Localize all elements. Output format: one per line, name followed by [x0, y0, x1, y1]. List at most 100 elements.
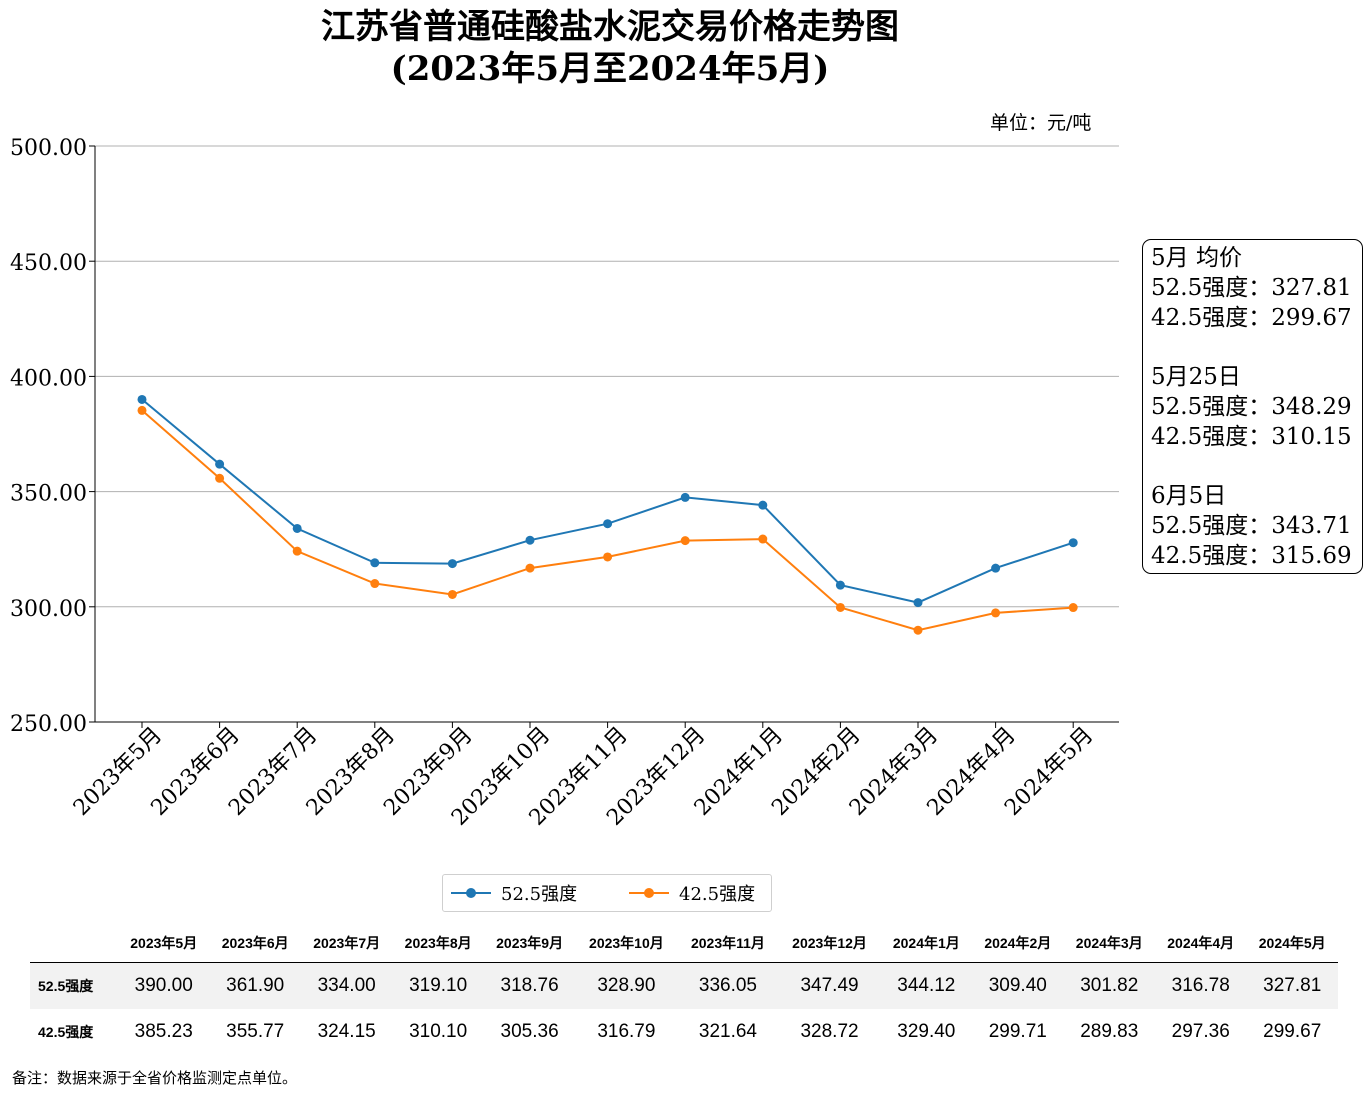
table-header: 2024年3月	[1063, 924, 1155, 963]
y-tick-label: 400.00	[10, 366, 87, 391]
legend-item-525: 52.5强度	[451, 875, 577, 911]
table-cell: 324.15	[300, 1009, 393, 1055]
table-row: 52.5强度 390.00 361.90 334.00 319.10 318.7…	[30, 962, 1338, 1009]
y-tick-label: 250.00	[10, 712, 87, 737]
table-header-row: 2023年5月 2023年6月 2023年7月 2023年8月 2023年9月 …	[30, 924, 1338, 963]
footnote: 备注：数据来源于全省价格监测定点单位。	[12, 1069, 298, 1087]
table-cell: 385.23	[118, 1009, 210, 1055]
data-point	[835, 580, 845, 590]
table-cell: 390.00	[118, 962, 210, 1009]
table-cell: 297.36	[1154, 1009, 1247, 1055]
data-table: 2023年5月 2023年6月 2023年7月 2023年8月 2023年9月 …	[30, 924, 1338, 1055]
table-cell: 344.12	[880, 962, 973, 1009]
table-header: 2023年5月	[118, 924, 210, 963]
table-header: 2024年1月	[880, 924, 973, 963]
data-point	[370, 579, 380, 589]
data-point	[525, 563, 535, 573]
table-cell: 310.10	[392, 1009, 484, 1055]
table-cell: 318.76	[483, 962, 576, 1009]
legend-line-marker-icon	[451, 888, 491, 898]
table-cell: 328.90	[575, 962, 678, 1009]
data-point	[758, 534, 768, 544]
table-cell: 328.72	[778, 1009, 881, 1055]
unit-label: 单位：元/吨	[990, 112, 1092, 134]
info-heading: 6月5日	[1151, 483, 1227, 509]
info-line: 52.5强度：348.29	[1151, 394, 1352, 420]
chart-subtitle: (2023年5月至2024年5月)	[390, 49, 830, 89]
data-point	[913, 598, 923, 608]
line-chart: 250.00300.00350.00400.00450.00500.002023…	[10, 136, 1119, 831]
y-tick-label: 500.00	[10, 136, 87, 161]
data-point	[370, 558, 380, 568]
data-point	[680, 492, 690, 502]
table-header: 2024年5月	[1246, 924, 1338, 963]
info-line: 52.5强度：343.71	[1151, 513, 1352, 539]
series-line-525	[141, 398, 1074, 604]
table-cell: 305.36	[483, 1009, 576, 1055]
y-tick-label: 300.00	[10, 597, 87, 622]
table-cell: 316.78	[1154, 962, 1247, 1009]
y-tick-label: 350.00	[10, 482, 87, 507]
data-point	[1068, 603, 1078, 613]
table-cell: 319.10	[392, 962, 484, 1009]
table-header: 2024年4月	[1154, 924, 1247, 963]
info-heading: 5月25日	[1151, 364, 1241, 390]
table-header: 2023年9月	[483, 924, 576, 963]
row-label: 42.5强度	[30, 1009, 118, 1055]
legend-label: 42.5强度	[679, 884, 756, 905]
data-point	[137, 394, 147, 404]
data-point	[447, 589, 457, 599]
legend-label: 52.5强度	[501, 884, 578, 905]
data-point	[603, 519, 613, 529]
table-cell: 301.82	[1063, 962, 1155, 1009]
data-point	[447, 559, 457, 569]
data-point	[603, 552, 613, 562]
info-group-jun-5: 6月5日 52.5强度：343.71 42.5强度：315.69	[1151, 481, 1362, 571]
table-cell: 334.00	[300, 962, 393, 1009]
info-line: 42.5强度：310.15	[1151, 424, 1352, 450]
table-cell: 299.71	[972, 1009, 1064, 1055]
table-cell: 336.05	[677, 962, 779, 1009]
data-point	[292, 523, 302, 533]
table-cell: 309.40	[972, 962, 1064, 1009]
legend-line-marker-icon	[629, 888, 669, 898]
data-point	[525, 535, 535, 545]
data-point	[835, 602, 845, 612]
data-point	[758, 500, 768, 510]
info-group-may-25: 5月25日 52.5强度：348.29 42.5强度：310.15	[1151, 362, 1362, 452]
data-point	[137, 405, 147, 415]
info-heading: 5月 均价	[1151, 245, 1242, 271]
table-header: 2023年11月	[677, 924, 779, 963]
info-group-may-average: 5月 均价 52.5强度：327.81 42.5强度：299.67	[1151, 243, 1362, 333]
table-cell: 329.40	[880, 1009, 973, 1055]
table-cell: 355.77	[209, 1009, 301, 1055]
data-point	[680, 536, 690, 546]
info-line: 42.5强度：315.69	[1151, 543, 1352, 569]
data-point	[292, 546, 302, 556]
table-cell: 361.90	[209, 962, 301, 1009]
data-point	[991, 563, 1001, 573]
data-point	[215, 473, 225, 483]
table-header: 2023年7月	[300, 924, 393, 963]
table-header: 2023年10月	[575, 924, 678, 963]
table-cell: 299.67	[1246, 1009, 1338, 1055]
row-label: 52.5强度	[30, 962, 118, 1009]
info-line: 42.5强度：299.67	[1151, 305, 1352, 331]
legend-item-425: 42.5强度	[629, 875, 755, 911]
table-row: 42.5强度 385.23 355.77 324.15 310.10 305.3…	[30, 1009, 1338, 1055]
table-cell: 316.79	[575, 1009, 678, 1055]
chart-title: 江苏省普通硅酸盐水泥交易价格走势图	[321, 7, 899, 47]
price-info-box: 5月 均价 52.5强度：327.81 42.5强度：299.67 5月25日 …	[1142, 239, 1363, 574]
data-point	[991, 608, 1001, 618]
info-line: 52.5强度：327.81	[1151, 275, 1352, 301]
table-corner	[30, 924, 118, 963]
table-header: 2024年2月	[972, 924, 1064, 963]
table-cell: 327.81	[1246, 962, 1338, 1009]
data-point	[913, 625, 923, 635]
y-tick-label: 450.00	[10, 251, 87, 276]
table-header: 2023年8月	[392, 924, 484, 963]
data-point	[1068, 538, 1078, 548]
table-header: 2023年12月	[778, 924, 881, 963]
chart-legend: 52.5强度 42.5强度	[442, 874, 772, 912]
table-header: 2023年6月	[209, 924, 301, 963]
